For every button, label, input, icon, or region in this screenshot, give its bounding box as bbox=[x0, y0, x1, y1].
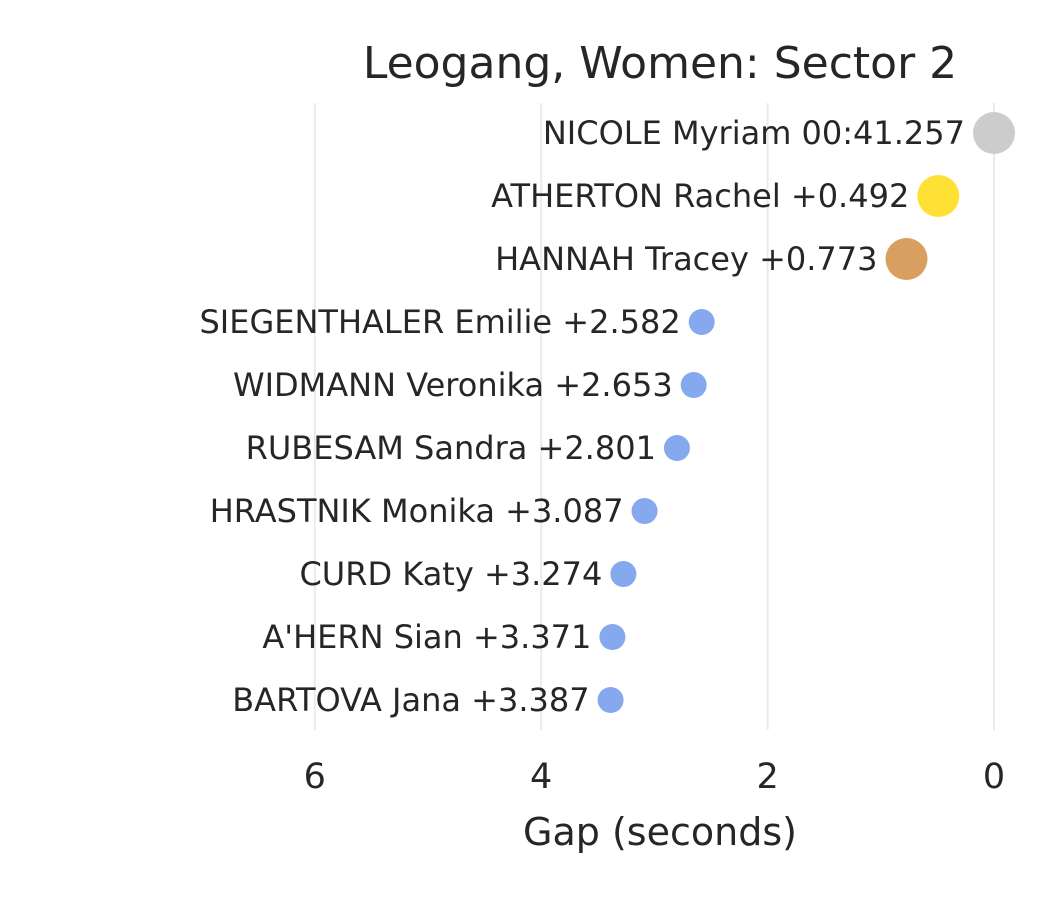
point-labels: NICOLE Myriam 00:41.257 ATHERTON Rachel +… bbox=[199, 114, 965, 719]
x-tick-label: 4 bbox=[530, 757, 552, 797]
data-label: CURD Katy +3.274 bbox=[299, 555, 602, 593]
x-axis-ticks: 6 4 2 0 bbox=[304, 757, 1005, 797]
data-label: HANNAH Tracey +0.773 bbox=[495, 240, 877, 278]
data-point bbox=[597, 687, 624, 713]
data-label: RUBESAM Sandra +2.801 bbox=[246, 429, 656, 467]
data-point bbox=[917, 175, 960, 217]
x-tick-label: 6 bbox=[304, 757, 326, 797]
data-point bbox=[688, 309, 715, 335]
x-tick-label: 2 bbox=[756, 757, 778, 797]
data-point bbox=[680, 372, 707, 398]
data-point bbox=[631, 498, 658, 524]
x-axis-title: Gap (seconds) bbox=[523, 810, 797, 854]
data-label: WIDMANN Veronika +2.653 bbox=[233, 366, 673, 404]
data-label: A'HERN Sian +3.371 bbox=[262, 618, 591, 656]
data-point bbox=[885, 238, 928, 280]
data-point bbox=[599, 624, 626, 650]
data-point bbox=[973, 112, 1015, 154]
data-point bbox=[610, 561, 637, 587]
gridlines bbox=[313, 103, 995, 730]
x-tick-label: 0 bbox=[983, 757, 1005, 797]
data-label: HRASTNIK Monika +3.087 bbox=[210, 492, 624, 530]
data-label: SIEGENTHALER Emilie +2.582 bbox=[199, 303, 680, 341]
chart-title: Leogang, Women: Sector 2 bbox=[363, 38, 957, 89]
data-point bbox=[663, 435, 690, 461]
data-label: BARTOVA Jana +3.387 bbox=[232, 681, 589, 719]
data-label: ATHERTON Rachel +0.492 bbox=[491, 177, 909, 215]
data-points bbox=[597, 112, 1015, 713]
data-label: NICOLE Myriam 00:41.257 bbox=[543, 114, 965, 152]
